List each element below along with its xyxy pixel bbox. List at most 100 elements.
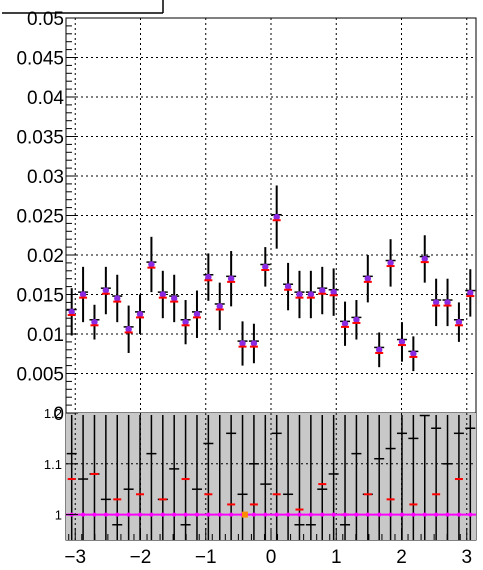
main-marker-violet [284, 283, 292, 290]
main-y-axis: 0 0.005 0.01 0.015 0.02 0.025 0.03 0.035 0.04 0.0… [16, 9, 78, 425]
main-marker-violet [216, 303, 223, 310]
main-y-tick-label: 0.03 [27, 167, 64, 188]
main-data-point [191, 290, 202, 338]
ratio-data-points [66, 414, 476, 540]
main-data-point [294, 270, 305, 319]
main-data-point [305, 270, 316, 319]
main-panel: 0 0.005 0.01 0.015 0.02 0.025 0.03 0.035 0.04 0.0… [16, 9, 477, 425]
main-y-tick-label: 0.005 [16, 365, 64, 386]
main-marker-violet [398, 338, 406, 346]
main-marker-violet [387, 259, 394, 267]
main-data-point [135, 294, 146, 334]
main-marker-violet [341, 320, 349, 327]
main-marker-violet [170, 295, 178, 302]
main-y-tick-label: 0.05 [27, 9, 64, 30]
ratio-y-tick-label: 1 [55, 508, 62, 523]
main-data-point [374, 332, 385, 368]
main-marker-violet [114, 295, 121, 302]
ratio-x-tick-label: 0 [266, 547, 277, 568]
main-data-point [317, 266, 328, 315]
main-marker-violet [455, 318, 463, 326]
main-marker-violet [262, 263, 269, 271]
main-data-point [328, 268, 339, 316]
main-y-tick-label: 0.025 [16, 207, 64, 228]
ratio-x-tick-label: −2 [130, 547, 152, 568]
main-marker-violet [330, 288, 337, 296]
ratio-y-tick-label: 1.2 [44, 406, 62, 421]
main-y-tick-label: 0.015 [16, 286, 64, 307]
main-y-tick-label: 0.035 [16, 128, 64, 149]
main-data-point [408, 336, 419, 372]
legend-box-fragment [2, 0, 164, 14]
main-data-point [283, 262, 294, 311]
main-data-point [78, 266, 89, 323]
main-grid [66, 18, 476, 413]
main-data-point [271, 185, 282, 249]
main-marker-violet [250, 340, 258, 347]
main-marker-violet [444, 299, 451, 306]
main-data-point [66, 288, 77, 336]
main-marker-violet [467, 289, 474, 297]
ratio-x-tick-label: 2 [396, 547, 407, 568]
main-y-tick-label: 0.02 [27, 246, 64, 267]
ratio-y-tick-label: 1.1 [44, 457, 62, 472]
main-data-point [442, 278, 453, 327]
main-data-point [453, 302, 464, 342]
main-marker-violet [182, 318, 189, 326]
ratio-x-tick-label: 1 [331, 547, 342, 568]
main-marker-violet [273, 213, 280, 221]
main-marker-violet [125, 326, 132, 333]
main-data-point [89, 304, 100, 340]
main-marker-violet [68, 308, 75, 316]
main-data-point [340, 301, 351, 346]
ratio-panel: 1 1.1 1.2 −3 −2 −1 0 1 2 3 [44, 406, 477, 568]
main-marker-violet [205, 273, 212, 281]
main-data-point [351, 300, 362, 340]
ratio-band-fill [66, 413, 476, 540]
main-marker-violet [91, 318, 98, 326]
main-data-point [180, 300, 191, 345]
main-marker-violet [159, 291, 167, 298]
main-data-point [214, 282, 225, 331]
main-data-point [396, 322, 407, 362]
main-marker-violet [432, 299, 440, 306]
main-marker-violet [227, 275, 235, 282]
main-data-point [169, 274, 180, 323]
main-data-point [100, 266, 111, 315]
main-marker-violet [148, 261, 155, 268]
main-data-point [146, 236, 157, 293]
main-marker-violet [421, 255, 428, 263]
main-data-point [431, 278, 442, 327]
main-data-point [112, 274, 123, 323]
ratio-y-axis: 1 1.1 1.2 [44, 406, 78, 523]
main-y-tick-label: 0.01 [27, 325, 64, 346]
ratio-uncertainty-band [66, 413, 476, 540]
ratio-x-tick-label: 3 [461, 547, 472, 568]
main-marker-violet [239, 340, 246, 347]
main-y-tick-label: 0.04 [27, 88, 64, 109]
main-marker-violet [319, 287, 326, 294]
main-data-point [362, 255, 373, 303]
main-data-point [465, 269, 476, 317]
main-data-point [248, 323, 259, 364]
ratio-marker-orange [241, 511, 248, 518]
main-data-point [157, 270, 168, 319]
main-marker-violet [136, 311, 144, 318]
main-data-point [203, 253, 214, 301]
main-marker-violet [307, 291, 315, 298]
main-marker-violet [193, 311, 201, 318]
main-marker-violet [102, 287, 110, 294]
main-data-point [237, 321, 248, 366]
main-data-points [66, 185, 476, 372]
main-data-point [123, 305, 134, 353]
main-data-point [260, 247, 271, 287]
main-data-point [226, 251, 237, 307]
main-marker-violet [375, 346, 383, 353]
main-marker-violet [364, 275, 372, 282]
ratio-x-tick-label: −1 [195, 547, 217, 568]
main-data-point [419, 235, 430, 283]
ratio-x-tick-label: −3 [64, 547, 86, 568]
main-y-tick-label: 0.045 [16, 49, 64, 70]
ratio-x-axis: −3 −2 −1 0 1 2 3 [64, 528, 472, 568]
